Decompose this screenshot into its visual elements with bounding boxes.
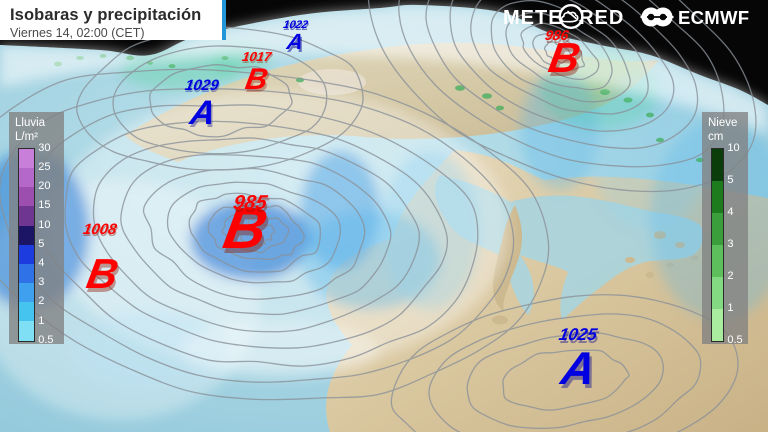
svg-text:1008: 1008 <box>82 221 119 238</box>
svg-text:985: 985 <box>231 192 269 214</box>
svg-text:1029: 1029 <box>184 77 221 94</box>
svg-text:986: 986 <box>544 27 570 43</box>
svg-text:1025: 1025 <box>557 324 599 344</box>
svg-text:1022: 1022 <box>282 19 309 31</box>
svg-text:1017: 1017 <box>241 49 273 64</box>
